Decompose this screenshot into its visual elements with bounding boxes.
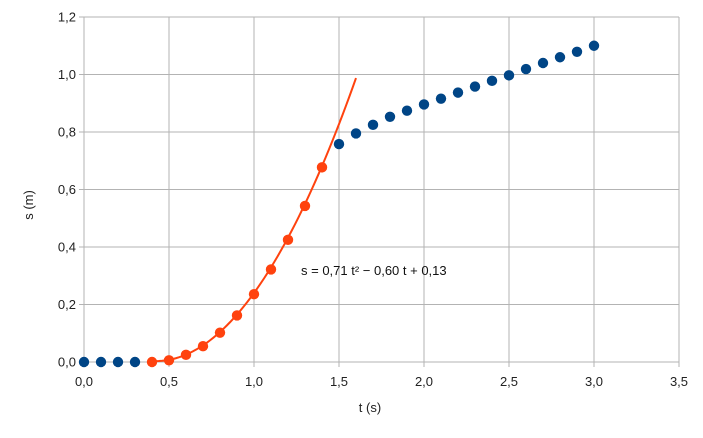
x-tick-label-3: 1,5 [330, 374, 348, 389]
point-s2-11 [520, 63, 532, 75]
x-tick-label-7: 3,5 [670, 374, 688, 389]
x-tick-label-0: 0,0 [75, 374, 93, 389]
grid [83, 16, 680, 363]
point-s2-14 [571, 46, 583, 57]
point-s0-0 [78, 356, 90, 368]
point-s2-2 [367, 119, 379, 131]
point-s2-3 [384, 111, 396, 122]
y-tick-label-2: 0,4 [58, 240, 76, 255]
point-s2-7 [452, 87, 464, 98]
point-s1-1 [163, 355, 175, 366]
point-s2-1 [350, 128, 362, 139]
point-s2-10 [503, 70, 515, 81]
point-s1-10 [316, 162, 328, 173]
point-s2-8 [469, 81, 481, 92]
point-s0-3 [129, 356, 141, 368]
point-s2-15 [588, 40, 600, 51]
point-s1-8 [282, 234, 294, 246]
equation-annotation: s = 0,71 t² − 0,60 t + 0,13 [301, 263, 447, 278]
x-tick-label-4: 2,0 [415, 374, 433, 389]
point-s2-0 [333, 138, 345, 150]
point-s1-4 [214, 327, 226, 338]
point-s0-1 [95, 356, 107, 368]
point-s2-4 [401, 105, 413, 116]
point-s2-12 [537, 57, 549, 69]
point-s0-2 [112, 356, 124, 368]
point-s2-9 [486, 75, 498, 87]
x-tick-label-5: 2,5 [500, 374, 518, 389]
y-tick-label-5: 1,0 [58, 67, 76, 82]
point-s2-6 [435, 93, 447, 104]
point-s1-3 [197, 340, 209, 352]
data-points [78, 40, 600, 368]
point-s1-6 [248, 288, 260, 300]
y-tick-label-4: 0,8 [58, 125, 76, 140]
x-axis-title: t (s) [359, 400, 381, 415]
x-tick-label-1: 0,5 [160, 374, 178, 389]
y-tick-label-3: 0,6 [58, 182, 76, 197]
point-s2-13 [554, 52, 566, 63]
y-axis-title: s (m) [21, 190, 36, 220]
tick-labels: 0,0 0,5 1,0 1,5 2,0 2,5 3,0 3,5 0,0 0,2 0,4 0,6 0,8 1… [58, 10, 688, 390]
point-s1-9 [299, 200, 311, 212]
y-tick-label-0: 0,0 [58, 355, 76, 370]
y-tick-label-1: 0,2 [58, 297, 76, 312]
y-tick-label-6: 1,2 [58, 10, 76, 25]
point-s1-7 [265, 264, 277, 275]
point-s1-2 [180, 349, 192, 361]
point-s1-0 [146, 356, 158, 368]
x-tick-label-2: 1,0 [245, 374, 263, 389]
point-s2-5 [418, 99, 430, 110]
point-s1-5 [231, 310, 243, 321]
x-tick-label-6: 3,0 [585, 374, 603, 389]
